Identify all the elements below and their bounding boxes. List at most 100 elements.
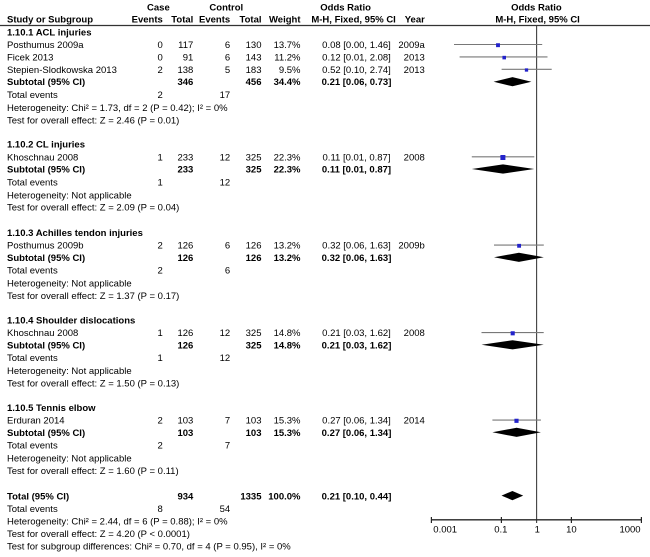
svg-text:Test for overall effect: Z = 2: Test for overall effect: Z = 2.09 (P = 0… (7, 203, 179, 214)
svg-text:103: 103 (246, 428, 262, 439)
svg-text:2: 2 (158, 266, 163, 277)
svg-text:Subtotal (95% CI): Subtotal (95% CI) (7, 253, 85, 264)
svg-text:126: 126 (177, 328, 193, 339)
svg-text:Erduran 2014: Erduran 2014 (7, 416, 65, 427)
svg-text:Khoschnau 2008: Khoschnau 2008 (7, 328, 78, 339)
svg-text:M-H, Fixed, 95% CI: M-H, Fixed, 95% CI (495, 15, 579, 26)
svg-text:325: 325 (246, 152, 262, 163)
svg-text:Test for overall effect: Z = 1: Test for overall effect: Z = 1.37 (P = 0… (7, 291, 179, 302)
svg-text:13.2%: 13.2% (274, 241, 301, 252)
svg-text:54: 54 (220, 504, 231, 515)
svg-text:0.21 [0.10, 0.44]: 0.21 [0.10, 0.44] (322, 492, 392, 503)
svg-text:2: 2 (158, 65, 163, 76)
svg-text:0.08 [0.00, 1.46]: 0.08 [0.00, 1.46] (322, 40, 391, 51)
svg-text:1: 1 (158, 177, 163, 188)
svg-text:0.12 [0.01, 2.08]: 0.12 [0.01, 2.08] (322, 52, 391, 63)
svg-text:934: 934 (177, 492, 194, 503)
svg-text:126: 126 (177, 253, 193, 264)
svg-text:2: 2 (158, 441, 163, 452)
svg-text:1: 1 (535, 525, 540, 536)
svg-text:100.0%: 100.0% (268, 492, 301, 503)
svg-text:Total events: Total events (7, 177, 58, 188)
svg-text:13.7%: 13.7% (274, 40, 301, 51)
svg-text:Subtotal (95% CI): Subtotal (95% CI) (7, 77, 85, 88)
svg-text:Total: Total (240, 15, 262, 26)
svg-text:Subtotal (95% CI): Subtotal (95% CI) (7, 165, 85, 176)
svg-text:130: 130 (246, 40, 262, 51)
svg-text:Case: Case (147, 3, 170, 14)
svg-text:1.10.2 CL injuries: 1.10.2 CL injuries (7, 140, 85, 151)
svg-text:2009b: 2009b (398, 241, 424, 252)
svg-text:12: 12 (220, 328, 231, 339)
svg-text:Heterogeneity: Chi² = 2.44, df: Heterogeneity: Chi² = 2.44, df = 6 (P = … (7, 517, 228, 528)
svg-text:15.3%: 15.3% (274, 428, 301, 439)
svg-text:Total events: Total events (7, 504, 58, 515)
svg-text:0.27 [0.06, 1.34]: 0.27 [0.06, 1.34] (322, 428, 392, 439)
svg-text:2009a: 2009a (398, 40, 425, 51)
svg-text:Stepien-Slodkowska 2013: Stepien-Slodkowska 2013 (7, 65, 117, 76)
svg-text:Control: Control (209, 3, 243, 14)
svg-text:22.3%: 22.3% (274, 165, 301, 176)
svg-text:5: 5 (225, 65, 230, 76)
svg-text:M-H, Fixed, 95% CI: M-H, Fixed, 95% CI (311, 15, 395, 26)
svg-text:Posthumus 2009a: Posthumus 2009a (7, 40, 84, 51)
svg-text:2014: 2014 (404, 416, 425, 427)
svg-text:7: 7 (225, 416, 230, 427)
svg-text:1000: 1000 (619, 525, 640, 536)
svg-text:0: 0 (158, 40, 163, 51)
svg-text:346: 346 (177, 77, 193, 88)
svg-text:Heterogeneity: Chi² = 1.73, df: Heterogeneity: Chi² = 1.73, df = 2 (P = … (7, 103, 228, 114)
svg-text:12: 12 (220, 152, 231, 163)
svg-text:103: 103 (246, 416, 262, 427)
svg-text:103: 103 (177, 428, 193, 439)
svg-text:1335: 1335 (240, 492, 262, 503)
svg-text:1.10.3 Achilles tendon injurie: 1.10.3 Achilles tendon injuries (7, 228, 143, 239)
svg-text:Events: Events (199, 15, 230, 26)
svg-text:Heterogeneity: Not applicable: Heterogeneity: Not applicable (7, 279, 132, 290)
svg-text:0.52 [0.10, 2.74]: 0.52 [0.10, 2.74] (322, 65, 391, 76)
svg-text:325: 325 (246, 165, 263, 176)
svg-text:2008: 2008 (404, 328, 425, 339)
svg-text:11.2%: 11.2% (274, 52, 301, 63)
svg-text:Total events: Total events (7, 441, 58, 452)
svg-text:0.27 [0.06, 1.34]: 0.27 [0.06, 1.34] (322, 416, 391, 427)
svg-text:2008: 2008 (404, 152, 425, 163)
svg-text:0.11 [0.01, 0.87]: 0.11 [0.01, 0.87] (323, 152, 391, 163)
svg-text:6: 6 (225, 52, 230, 63)
svg-text:Year: Year (405, 15, 425, 26)
svg-text:2013: 2013 (404, 65, 425, 76)
svg-text:6: 6 (225, 40, 230, 51)
svg-text:6: 6 (225, 241, 230, 252)
svg-text:91: 91 (183, 52, 194, 63)
svg-text:117: 117 (178, 40, 193, 51)
svg-text:0.32 [0.06, 1.63]: 0.32 [0.06, 1.63] (322, 241, 391, 252)
svg-text:0.21 [0.06, 0.73]: 0.21 [0.06, 0.73] (322, 77, 392, 88)
svg-text:Total events: Total events (7, 90, 58, 101)
svg-text:Khoschnau 2008: Khoschnau 2008 (7, 152, 78, 163)
svg-text:2: 2 (158, 241, 163, 252)
svg-text:233: 233 (177, 152, 193, 163)
svg-text:Test for overall effect: Z = 2: Test for overall effect: Z = 2.46 (P = 0… (7, 115, 179, 126)
svg-text:1.10.1 ACL injuries: 1.10.1 ACL injuries (7, 28, 91, 39)
svg-text:126: 126 (246, 241, 262, 252)
svg-text:Test for overall effect: Z = 1: Test for overall effect: Z = 1.50 (P = 0… (7, 379, 179, 390)
svg-text:34.4%: 34.4% (274, 77, 301, 88)
svg-text:Ficek 2013: Ficek 2013 (7, 52, 53, 63)
svg-text:8: 8 (158, 504, 163, 515)
svg-text:Subtotal (95% CI): Subtotal (95% CI) (7, 340, 85, 351)
svg-text:Weight: Weight (269, 15, 301, 26)
svg-text:0.21 [0.03, 1.62]: 0.21 [0.03, 1.62] (322, 340, 392, 351)
svg-text:325: 325 (246, 328, 262, 339)
svg-text:2: 2 (158, 416, 163, 427)
svg-text:13.2%: 13.2% (274, 253, 301, 264)
svg-text:6: 6 (225, 266, 230, 277)
svg-text:Heterogeneity: Not applicable: Heterogeneity: Not applicable (7, 190, 132, 201)
svg-text:Total (95% CI): Total (95% CI) (7, 492, 69, 503)
svg-text:12: 12 (220, 353, 231, 364)
svg-text:138: 138 (177, 65, 193, 76)
svg-text:Study or Subgroup: Study or Subgroup (7, 15, 93, 26)
svg-text:Odds Ratio: Odds Ratio (511, 3, 562, 14)
svg-text:0.11 [0.01, 0.87]: 0.11 [0.01, 0.87] (322, 165, 391, 176)
svg-text:0: 0 (158, 52, 163, 63)
svg-text:10: 10 (566, 525, 577, 536)
